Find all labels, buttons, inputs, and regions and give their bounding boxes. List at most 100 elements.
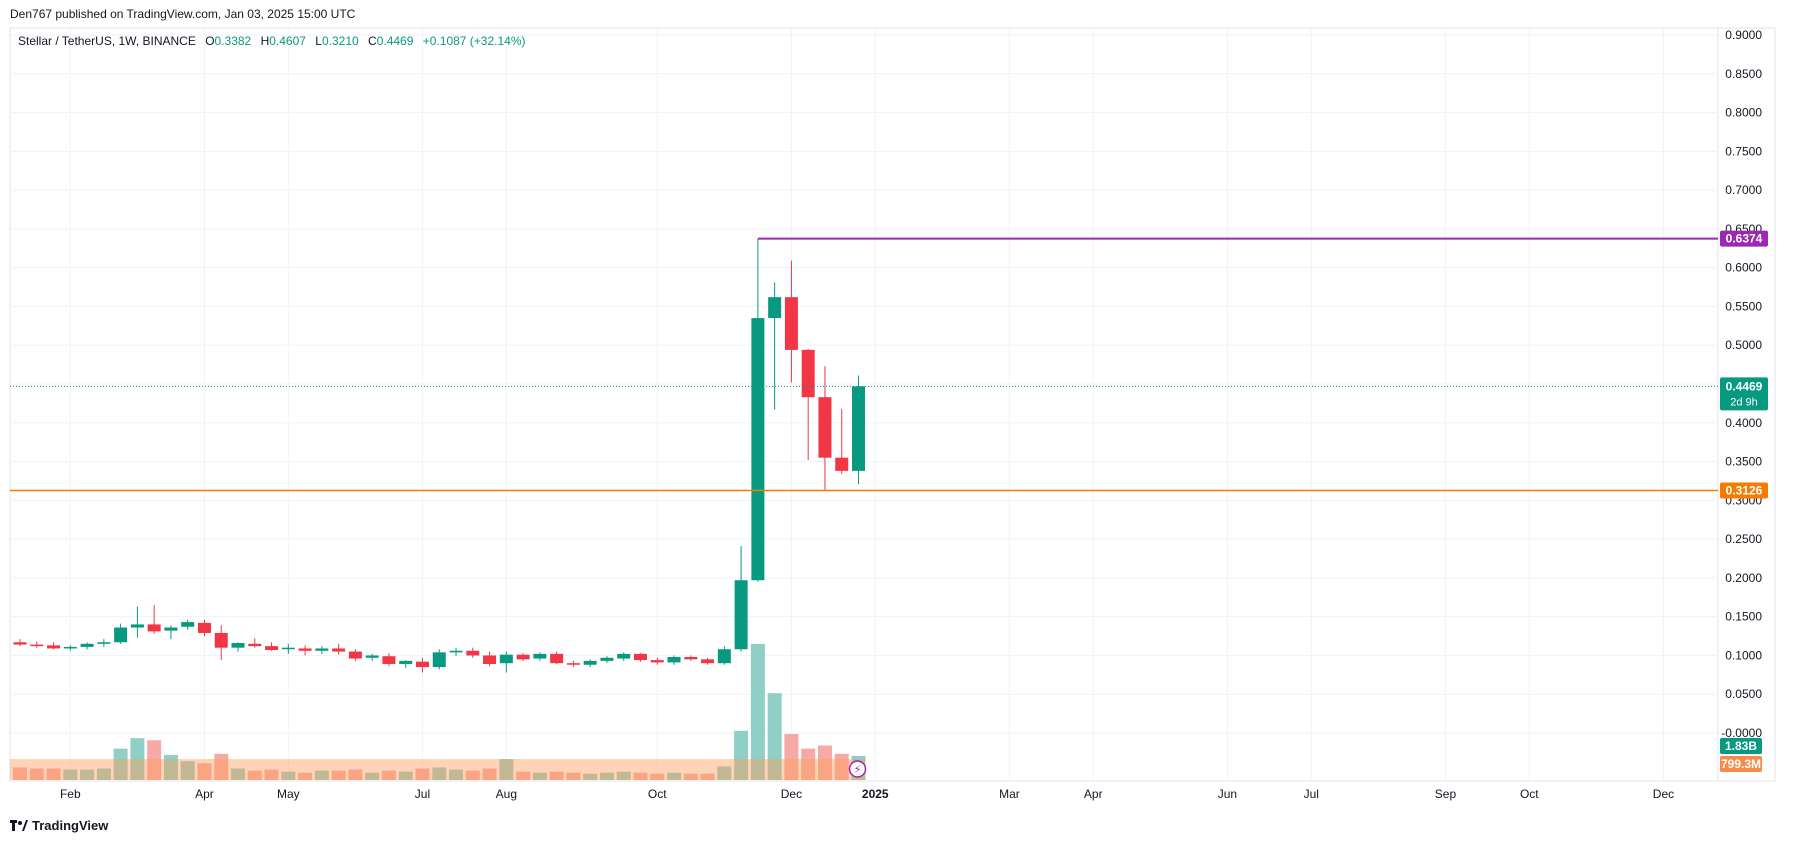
candle-body	[784, 297, 798, 350]
volume-bar	[281, 771, 296, 780]
candle-body	[801, 349, 815, 398]
volume-bar	[700, 773, 715, 780]
volume-bar	[214, 753, 229, 780]
candle-body	[667, 656, 681, 663]
y-tick-label: 0.4000	[1725, 416, 1762, 430]
y-tick-label: 0.7000	[1725, 183, 1762, 197]
candle-body	[114, 627, 128, 643]
lightning-icon	[848, 760, 867, 778]
symbol-title[interactable]: Stellar / TetherUS, 1W, BINANCE	[18, 34, 196, 48]
volume-bar	[683, 773, 698, 780]
volume-bar	[516, 771, 531, 780]
candle-body	[751, 318, 765, 581]
volume-bar	[130, 738, 145, 780]
volume-bar	[616, 771, 631, 780]
candle-body	[835, 457, 849, 471]
candle-body	[466, 650, 480, 656]
volume-bar	[180, 761, 195, 780]
tradingview-logo-icon	[10, 820, 28, 831]
volume-bar	[29, 768, 44, 780]
volume-bar	[734, 730, 749, 780]
grid-lines	[9, 27, 1776, 782]
x-tick-label: Jun	[1218, 787, 1237, 801]
volume-bar	[449, 769, 464, 780]
volume-bar	[784, 733, 799, 780]
candle-body	[600, 657, 614, 661]
candle-body	[701, 659, 715, 664]
candle-body	[432, 652, 446, 668]
candle-body	[633, 653, 647, 661]
candle-body	[30, 644, 44, 647]
candle-body	[265, 646, 279, 651]
candle-body	[449, 650, 463, 653]
open-value: 0.3382	[214, 34, 252, 48]
candle-body	[332, 648, 346, 652]
volume-bar	[465, 770, 480, 780]
volume-ma-label-bg	[1720, 756, 1762, 772]
low-value: 0.3210	[321, 34, 359, 48]
volume-ma-label: 799.3M	[1721, 757, 1761, 771]
x-tick-label: Apr	[1084, 787, 1103, 801]
high-value: 0.4607	[269, 34, 306, 48]
volume-bar	[750, 644, 765, 780]
candle-body	[583, 660, 597, 665]
y-tick-label: 0.2000	[1725, 571, 1762, 585]
x-tick-label: Sep	[1435, 787, 1457, 801]
volume-bar	[13, 767, 27, 780]
volume-bars	[10, 644, 866, 780]
candle-body	[231, 643, 245, 648]
y-tick-label: 0.8000	[1725, 106, 1762, 120]
volume-bar	[566, 772, 581, 780]
resistance-price-label: 0.6374	[1726, 232, 1763, 246]
volume-bar	[834, 753, 849, 780]
symbol-legend[interactable]: Stellar / TetherUS, 1W, BINANCE O0.3382 …	[18, 34, 526, 48]
lightning-glyph: ⚡	[854, 763, 862, 776]
volume-bar	[163, 754, 178, 780]
volume-bar	[348, 769, 363, 780]
volume-bar	[80, 769, 95, 780]
support-price-label-bg	[1720, 482, 1768, 499]
volume-bar	[63, 769, 78, 780]
x-tick-label: Feb	[60, 787, 81, 801]
x-tick-label: May	[277, 787, 300, 801]
high-label: H	[260, 34, 270, 48]
volume-bar	[46, 768, 61, 780]
candle-body	[399, 660, 413, 664]
resistance-price-label-bg	[1720, 230, 1768, 247]
publisher-line: Den767 published on TradingView.com, Jan…	[10, 7, 356, 21]
x-tick-label: Oct	[648, 787, 667, 801]
volume-bar	[314, 770, 329, 780]
countdown-label: 2d 9h	[1730, 396, 1758, 408]
candle-body	[617, 653, 631, 659]
candle-body	[147, 624, 161, 632]
volume-bar	[549, 771, 564, 780]
candle-body	[650, 660, 664, 663]
candle-body	[80, 643, 94, 647]
time-axis[interactable]: Feb Apr May Jul Aug Oct Dec 2025 Mar Apr Jun Jul Sep…	[60, 787, 1674, 801]
x-tick-label: Mar	[999, 787, 1020, 801]
volume-bar	[499, 759, 514, 780]
volume-bar	[599, 772, 614, 780]
volume-bar	[381, 770, 396, 780]
y-tick-label: -0.0000	[1721, 726, 1762, 740]
x-tick-label: Dec	[781, 787, 802, 801]
candle-body	[13, 642, 27, 645]
volume-bar	[767, 693, 782, 780]
volume-bar	[650, 773, 665, 780]
tradingview-brand: TradingView	[32, 818, 109, 833]
y-tick-label: 0.3500	[1725, 455, 1762, 469]
candle-body	[516, 654, 530, 660]
change-value: +0.1087 (+32.14%)	[422, 34, 526, 48]
volume-bar	[482, 768, 497, 780]
last-price-label: 0.4469	[1726, 379, 1763, 393]
x-tick-label: 2025	[862, 787, 889, 801]
volume-bar	[583, 773, 598, 780]
volume-bar	[532, 772, 547, 780]
tradingview-logo[interactable]: TradingView	[10, 818, 108, 833]
volume-ma-area	[10, 759, 866, 780]
last-price-label-bg	[1720, 377, 1768, 411]
candle-body	[566, 663, 580, 665]
volume-bar	[247, 770, 262, 780]
candle-body	[315, 648, 329, 651]
